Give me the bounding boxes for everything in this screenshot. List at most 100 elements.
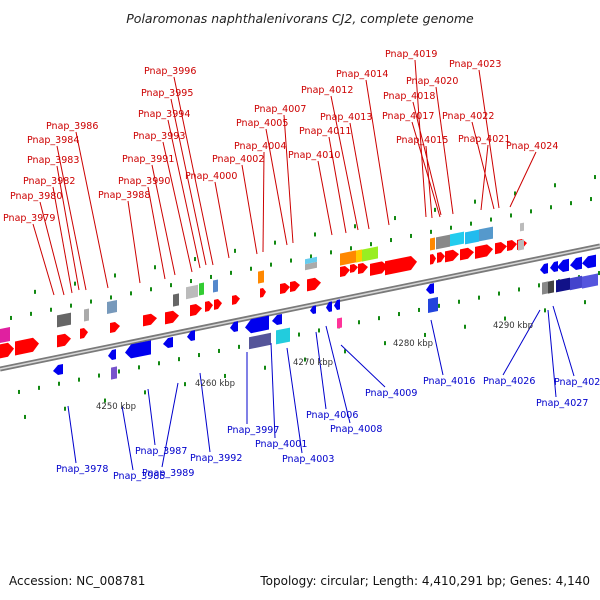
gene-label-pnap-4017[interactable]: Pnap_4017 <box>382 111 434 122</box>
feature-box[interactable] <box>249 332 271 350</box>
forward-gene-arrow[interactable] <box>57 333 71 348</box>
feature-box[interactable] <box>428 296 438 314</box>
reverse-gene-arrow[interactable] <box>582 254 596 269</box>
gene-label-pnap-3994[interactable]: Pnap_3994 <box>138 109 190 120</box>
forward-gene-arrow[interactable] <box>385 255 417 276</box>
forward-gene-arrow[interactable] <box>15 337 39 356</box>
gene-label-pnap-4009[interactable]: Pnap_4009 <box>365 388 417 399</box>
gene-label-pnap-3984[interactable]: Pnap_3984 <box>27 135 79 146</box>
gene-label-pnap-3987[interactable]: Pnap_3987 <box>135 446 187 457</box>
gene-label-pnap-4006[interactable]: Pnap_4006 <box>306 410 358 421</box>
gene-label-pnap-4010[interactable]: Pnap_4010 <box>288 150 340 161</box>
feature-box[interactable] <box>84 308 89 322</box>
gene-label-pnap-3985[interactable]: Pnap_3985 <box>113 471 165 482</box>
feature-box[interactable] <box>107 299 117 315</box>
gene-label-pnap-4012[interactable]: Pnap_4012 <box>301 85 353 96</box>
gene-label-pnap-4013[interactable]: Pnap_4013 <box>320 112 372 123</box>
forward-gene-arrow[interactable] <box>165 310 179 325</box>
reverse-gene-arrow[interactable] <box>245 315 269 334</box>
reverse-gene-arrow[interactable] <box>550 261 558 272</box>
reverse-gene-arrow[interactable] <box>163 336 173 348</box>
gene-label-pnap-4007[interactable]: Pnap_4007 <box>254 104 306 115</box>
feature-box[interactable] <box>186 284 198 300</box>
gene-label-pnap-4000[interactable]: Pnap_4000 <box>185 171 237 182</box>
reverse-gene-arrow[interactable] <box>310 305 316 314</box>
forward-gene-arrow[interactable] <box>80 328 88 339</box>
gene-label-pnap-3996[interactable]: Pnap_3996 <box>144 66 196 77</box>
forward-gene-arrow[interactable] <box>205 301 213 312</box>
forward-gene-arrow[interactable] <box>190 304 202 317</box>
gene-label-pnap-3988[interactable]: Pnap_3988 <box>98 190 150 201</box>
forward-gene-arrow[interactable] <box>290 281 300 293</box>
forward-gene-arrow[interactable] <box>260 288 266 298</box>
gene-label-pnap-4003[interactable]: Pnap_4003 <box>282 454 334 465</box>
feature-box[interactable] <box>556 277 570 293</box>
gene-label-pnap-3992[interactable]: Pnap_3992 <box>190 453 242 464</box>
forward-gene-arrow[interactable] <box>437 252 445 263</box>
forward-gene-arrow[interactable] <box>475 244 493 259</box>
feature-box[interactable] <box>465 229 479 245</box>
reverse-gene-arrow[interactable] <box>230 321 238 332</box>
forward-gene-arrow[interactable] <box>445 249 459 263</box>
feature-box[interactable] <box>337 317 342 329</box>
forward-gene-arrow[interactable] <box>340 266 350 278</box>
reverse-gene-arrow[interactable] <box>540 263 548 274</box>
feature-box[interactable] <box>305 261 317 271</box>
feature-box[interactable] <box>362 246 378 262</box>
feature-box[interactable] <box>258 270 264 284</box>
feature-box[interactable] <box>548 280 554 294</box>
feature-box[interactable] <box>450 231 464 247</box>
reverse-gene-arrow[interactable] <box>426 283 434 294</box>
forward-gene-arrow[interactable] <box>358 263 368 275</box>
feature-box[interactable] <box>57 312 71 328</box>
feature-box[interactable] <box>340 250 356 266</box>
forward-gene-arrow[interactable] <box>0 342 14 359</box>
forward-gene-arrow[interactable] <box>307 277 321 292</box>
feature-box[interactable] <box>213 279 218 293</box>
gene-label-pnap-4027[interactable]: Pnap_4027 <box>536 398 588 409</box>
reverse-gene-arrow[interactable] <box>53 363 63 375</box>
feature-box[interactable] <box>173 293 179 307</box>
forward-gene-arrow[interactable] <box>143 313 157 327</box>
reverse-gene-arrow[interactable] <box>557 258 569 272</box>
gene-label-pnap-4028[interactable]: Pnap_4028 <box>554 377 600 388</box>
gene-label-pnap-4011[interactable]: Pnap_4011 <box>299 126 351 137</box>
gene-label-pnap-4005[interactable]: Pnap_4005 <box>236 118 288 129</box>
gene-label-pnap-3997[interactable]: Pnap_3997 <box>227 425 279 436</box>
forward-gene-arrow[interactable] <box>280 283 290 295</box>
gene-label-pnap-4021[interactable]: Pnap_4021 <box>458 134 510 145</box>
gene-label-pnap-3993[interactable]: Pnap_3993 <box>133 131 185 142</box>
gene-label-pnap-4015[interactable]: Pnap_4015 <box>396 135 448 146</box>
reverse-gene-arrow[interactable] <box>272 313 282 325</box>
gene-label-pnap-4019[interactable]: Pnap_4019 <box>385 49 437 60</box>
feature-box[interactable] <box>356 249 362 263</box>
gene-label-pnap-4008[interactable]: Pnap_4008 <box>330 424 382 435</box>
forward-gene-arrow[interactable] <box>214 299 222 310</box>
forward-gene-arrow[interactable] <box>232 295 240 305</box>
feature-box[interactable] <box>570 275 582 291</box>
gene-label-pnap-3991[interactable]: Pnap_3991 <box>122 154 174 165</box>
gene-label-pnap-4024[interactable]: Pnap_4024 <box>506 141 558 152</box>
gene-label-pnap-4018[interactable]: Pnap_4018 <box>383 91 435 102</box>
reverse-gene-arrow[interactable] <box>570 256 582 270</box>
reverse-gene-arrow[interactable] <box>326 301 332 312</box>
feature-box[interactable] <box>111 366 117 380</box>
feature-box[interactable] <box>479 226 493 242</box>
forward-gene-arrow[interactable] <box>430 254 436 265</box>
forward-gene-arrow[interactable] <box>110 322 120 334</box>
reverse-gene-arrow[interactable] <box>125 340 151 359</box>
feature-box[interactable] <box>0 326 10 344</box>
gene-label-pnap-3986[interactable]: Pnap_3986 <box>46 121 98 132</box>
gene-label-pnap-4001[interactable]: Pnap_4001 <box>255 439 307 450</box>
feature-box[interactable] <box>520 222 524 232</box>
gene-label-pnap-4016[interactable]: Pnap_4016 <box>423 376 475 387</box>
feature-box[interactable] <box>582 273 598 289</box>
gene-label-pnap-4014[interactable]: Pnap_4014 <box>336 69 388 80</box>
feature-box[interactable] <box>430 237 435 251</box>
feature-box[interactable] <box>436 234 450 250</box>
gene-label-pnap-4002[interactable]: Pnap_4002 <box>212 154 264 165</box>
reverse-gene-arrow[interactable] <box>187 330 195 341</box>
feature-box[interactable] <box>518 239 524 251</box>
feature-box[interactable] <box>276 327 290 345</box>
gene-label-pnap-3980[interactable]: Pnap_3980 <box>10 191 62 202</box>
